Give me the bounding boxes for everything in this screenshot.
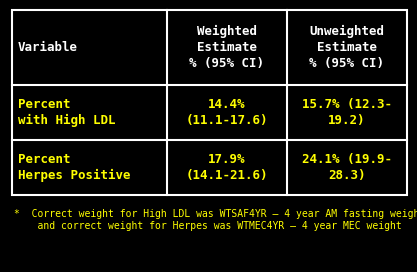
Text: Unweighted
Estimate
% (95% CI): Unweighted Estimate % (95% CI) bbox=[309, 25, 384, 70]
Text: Variable: Variable bbox=[18, 41, 78, 54]
Text: 14.4%
(11.1-17.6): 14.4% (11.1-17.6) bbox=[186, 98, 268, 127]
Text: 24.1% (19.9-
28.3): 24.1% (19.9- 28.3) bbox=[302, 153, 392, 182]
Text: Weighted
Estimate
% (95% CI): Weighted Estimate % (95% CI) bbox=[189, 25, 264, 70]
Text: *  Correct weight for High LDL was WTSAF4YR – 4 year AM fasting weight: * Correct weight for High LDL was WTSAF4… bbox=[14, 209, 417, 219]
Text: 17.9%
(14.1-21.6): 17.9% (14.1-21.6) bbox=[186, 153, 268, 182]
Text: and correct weight for Herpes was WTMEC4YR – 4 year MEC weight: and correct weight for Herpes was WTMEC4… bbox=[14, 221, 402, 231]
Text: Percent
with High LDL: Percent with High LDL bbox=[18, 98, 116, 127]
Text: Percent
Herpes Positive: Percent Herpes Positive bbox=[18, 153, 131, 182]
Bar bbox=[12, 10, 407, 195]
Text: 15.7% (12.3-
19.2): 15.7% (12.3- 19.2) bbox=[302, 98, 392, 127]
